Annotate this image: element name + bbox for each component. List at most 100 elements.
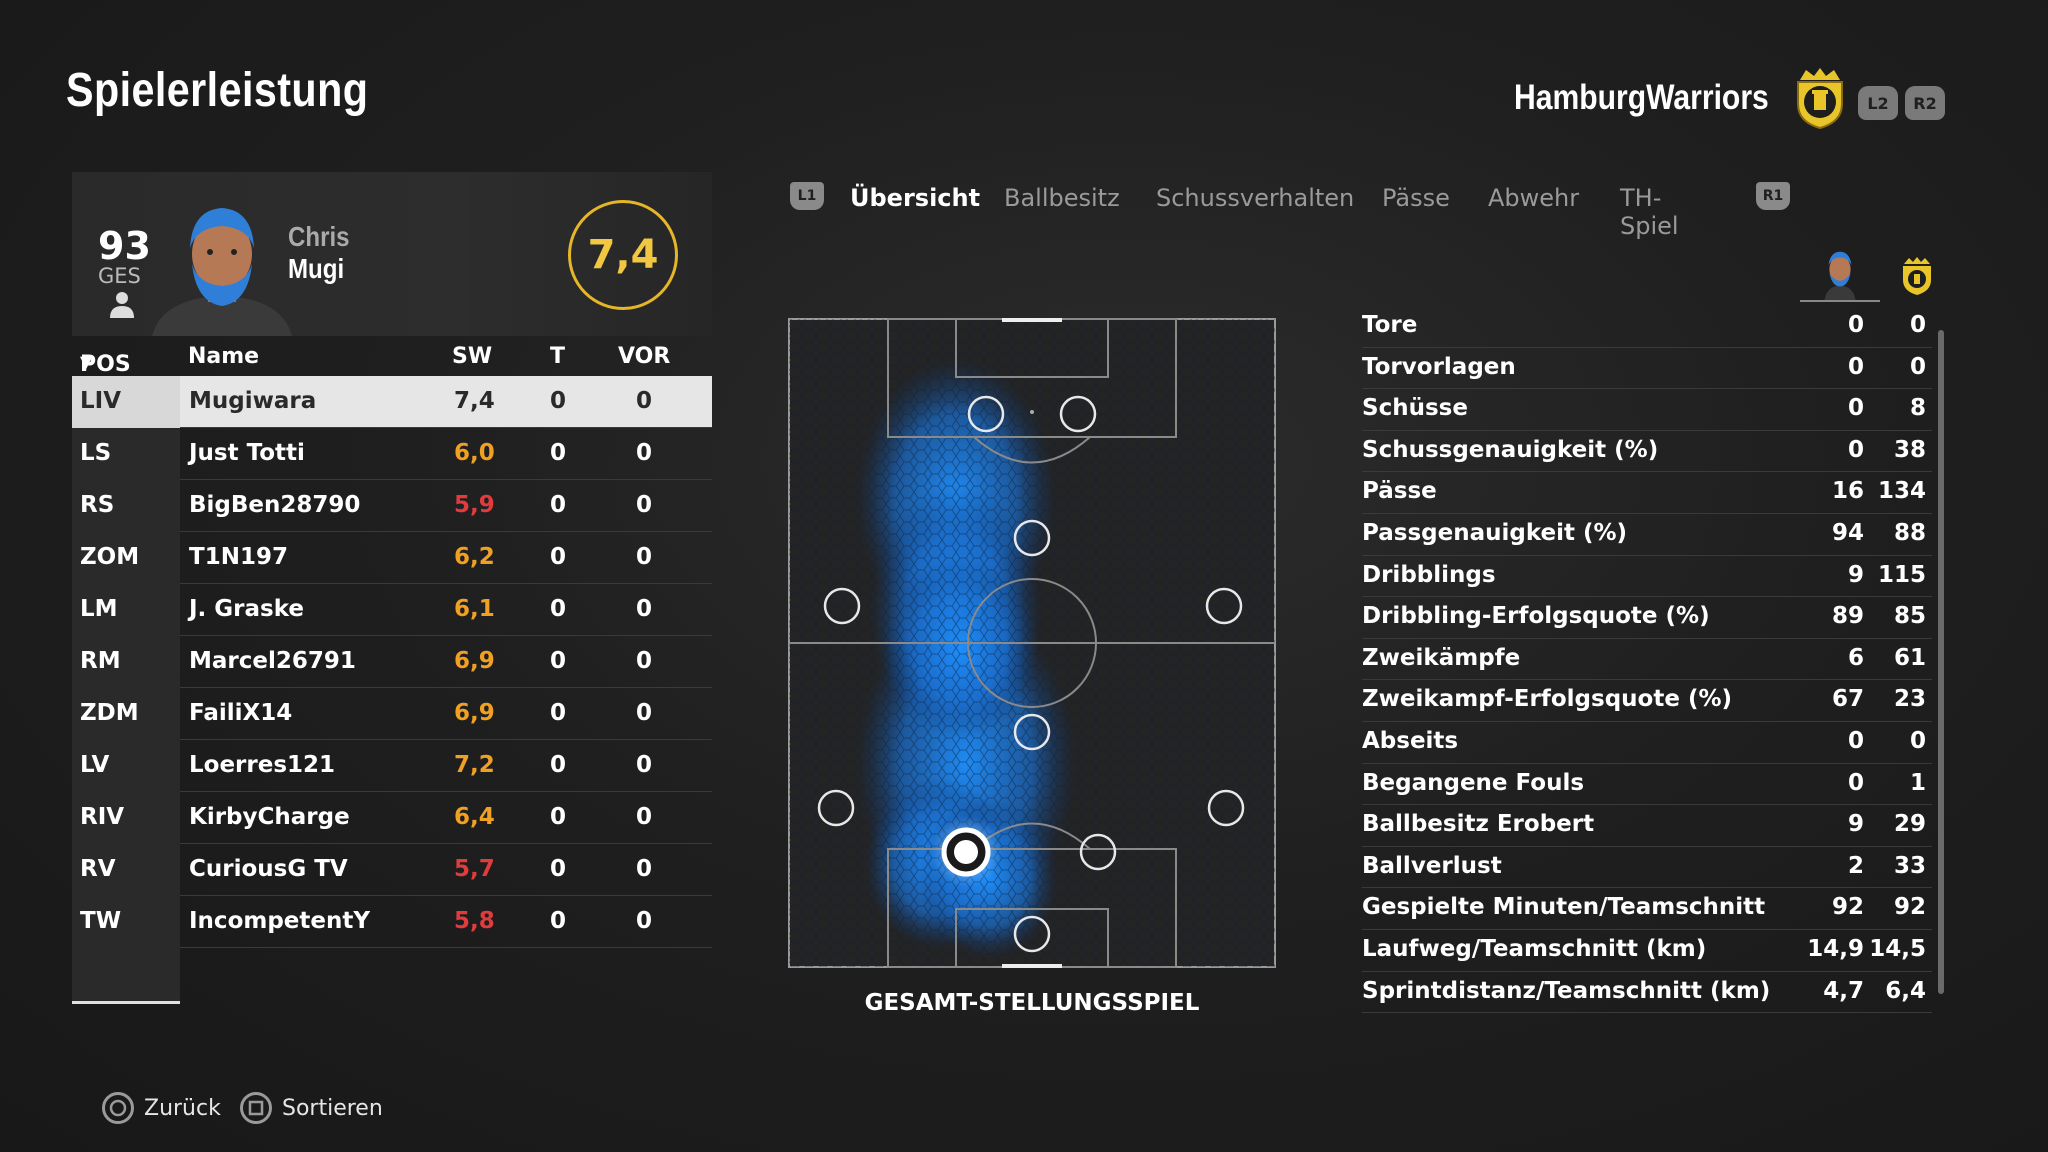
row-player-name: CuriousG TV bbox=[189, 856, 348, 882]
square-button-icon bbox=[240, 1092, 272, 1124]
tab-paesse[interactable]: Pässe bbox=[1382, 184, 1450, 212]
table-row[interactable]: RIV KirbyCharge 6,4 0 0 bbox=[72, 792, 712, 844]
stat-player-value: 0 bbox=[1847, 727, 1864, 754]
stat-row: Passgenauigkeit (%) 94 88 bbox=[1362, 514, 1932, 556]
stat-team-value: 6,4 bbox=[1885, 977, 1926, 1004]
stat-player-value: 67 bbox=[1831, 686, 1864, 713]
page-title: Spielerleistung bbox=[66, 64, 369, 117]
stat-row: Abseits 0 0 bbox=[1362, 722, 1932, 764]
stat-row: Zweikämpfe 6 61 bbox=[1362, 639, 1932, 681]
overall-label: GES bbox=[98, 264, 141, 288]
player-last-name: Mugi bbox=[288, 253, 345, 284]
stat-label: Schussgenauigkeit (%) bbox=[1362, 436, 1659, 463]
stat-player-value: 0 bbox=[1847, 436, 1864, 463]
row-rating: 7,4 bbox=[454, 388, 495, 414]
table-row[interactable]: RM Marcel26791 6,9 0 0 bbox=[72, 636, 712, 688]
tab-uebersicht[interactable]: Übersicht bbox=[850, 184, 981, 212]
l1-button-icon[interactable]: L1 bbox=[790, 182, 824, 210]
stat-team-value: 134 bbox=[1877, 478, 1926, 505]
table-row[interactable]: ZOM T1N197 6,2 0 0 bbox=[72, 532, 712, 584]
table-scroll-end bbox=[72, 948, 180, 1004]
stat-row: Ballbesitz Erobert 9 29 bbox=[1362, 805, 1932, 847]
stat-team-value: 92 bbox=[1893, 894, 1926, 921]
r1-button-icon[interactable]: R1 bbox=[1756, 182, 1790, 210]
row-position: RV bbox=[72, 844, 180, 896]
player-avatar bbox=[152, 208, 292, 336]
table-row[interactable]: TW IncompetentY 5,8 0 0 bbox=[72, 896, 712, 948]
stat-player-value: 0 bbox=[1847, 312, 1864, 338]
tab-schussverhalten[interactable]: Schussverhalten bbox=[1156, 184, 1355, 212]
stat-player-value: 16 bbox=[1831, 478, 1864, 505]
stat-label: Sprintdistanz/Teamschnitt (km) bbox=[1362, 977, 1771, 1004]
back-button[interactable]: Zurück bbox=[102, 1092, 221, 1124]
row-assists: 0 bbox=[636, 856, 653, 882]
row-rating: 7,2 bbox=[454, 752, 495, 778]
row-position: ZDM bbox=[72, 688, 180, 740]
col-name[interactable]: Name bbox=[188, 344, 260, 369]
stat-player-value: 6 bbox=[1847, 644, 1864, 671]
stat-team-value: 85 bbox=[1893, 603, 1926, 630]
sort-button[interactable]: Sortieren bbox=[240, 1092, 383, 1124]
stat-player-value: 9 bbox=[1847, 561, 1864, 588]
row-position: RS bbox=[72, 480, 180, 532]
table-row[interactable]: RS BigBen28790 5,9 0 0 bbox=[72, 480, 712, 532]
stat-team-value: 38 bbox=[1893, 436, 1926, 463]
stat-player-value: 4,7 bbox=[1823, 977, 1864, 1004]
row-goals: 0 bbox=[550, 544, 567, 570]
table-row[interactable]: LV Loerres121 7,2 0 0 bbox=[72, 740, 712, 792]
stat-row: Pässe 16 134 bbox=[1362, 472, 1932, 514]
table-row[interactable]: LIV Mugiwara 7,4 0 0 bbox=[72, 376, 712, 428]
stat-player-value: 0 bbox=[1847, 395, 1864, 422]
col-vor[interactable]: VOR bbox=[618, 344, 671, 369]
row-goals: 0 bbox=[550, 804, 567, 830]
row-assists: 0 bbox=[636, 700, 653, 726]
stat-label: Ballbesitz Erobert bbox=[1362, 811, 1595, 838]
row-position: RIV bbox=[72, 792, 180, 844]
row-goals: 0 bbox=[550, 440, 567, 466]
row-player-name: Just Totti bbox=[189, 440, 305, 466]
col-sw[interactable]: SW bbox=[452, 344, 493, 369]
r2-button-icon[interactable]: R2 bbox=[1905, 86, 1945, 120]
row-goals: 0 bbox=[550, 648, 567, 674]
stat-label: Passgenauigkeit (%) bbox=[1362, 519, 1628, 546]
stats-scrollbar[interactable] bbox=[1938, 330, 1944, 994]
row-assists: 0 bbox=[636, 492, 653, 518]
row-assists: 0 bbox=[636, 388, 653, 414]
row-player-name: T1N197 bbox=[189, 544, 288, 570]
stat-player-value: 9 bbox=[1847, 811, 1864, 838]
row-position: LV bbox=[72, 740, 180, 792]
col-t[interactable]: T bbox=[550, 344, 566, 369]
stat-player-value: 2 bbox=[1847, 852, 1864, 879]
row-goals: 0 bbox=[550, 388, 567, 414]
tab-ballbesitz[interactable]: Ballbesitz bbox=[1004, 184, 1120, 212]
row-assists: 0 bbox=[636, 804, 653, 830]
roster-table: LIV Mugiwara 7,4 0 0 LS Just Totti 6,0 0 0 RS BigBe… bbox=[72, 376, 712, 948]
tab-th-spiel[interactable]: TH-Spiel bbox=[1620, 184, 1679, 240]
stat-row: Dribblings 9 115 bbox=[1362, 556, 1932, 598]
stat-team-value: 0 bbox=[1909, 727, 1926, 754]
tab-abwehr[interactable]: Abwehr bbox=[1488, 184, 1580, 212]
stat-row: Laufweg/Teamschnitt (km) 14,9 14,5 bbox=[1362, 930, 1932, 972]
stat-team-value: 23 bbox=[1893, 686, 1926, 713]
stat-label: Zweikämpfe bbox=[1362, 644, 1521, 671]
stat-row: Torvorlagen 0 0 bbox=[1362, 348, 1932, 390]
stat-label: Schüsse bbox=[1362, 395, 1468, 422]
stats-list: Tore 0 0 Torvorlagen 0 0 Schüsse 0 8 Schussgenaui… bbox=[1362, 306, 1932, 1014]
table-row[interactable]: ZDM FailiX14 6,9 0 0 bbox=[72, 688, 712, 740]
row-goals: 0 bbox=[550, 856, 567, 882]
stat-team-value: 115 bbox=[1877, 561, 1926, 588]
table-row[interactable]: LS Just Totti 6,0 0 0 bbox=[72, 428, 712, 480]
stat-row: Dribbling-Erfolgsquote (%) 89 85 bbox=[1362, 597, 1932, 639]
stat-row: Schüsse 0 8 bbox=[1362, 389, 1932, 431]
row-player-name: J. Graske bbox=[189, 596, 305, 622]
person-icon bbox=[110, 292, 134, 318]
table-row[interactable]: RV CuriousG TV 5,7 0 0 bbox=[72, 844, 712, 896]
player-card: 93 GES Chris Mugi 7,4 bbox=[72, 172, 712, 336]
table-row[interactable]: LM J. Graske 6,1 0 0 bbox=[72, 584, 712, 636]
row-player-name: KirbyCharge bbox=[189, 804, 350, 830]
l2-button-icon[interactable]: L2 bbox=[1858, 86, 1898, 120]
teammate-markers bbox=[817, 395, 1245, 953]
row-assists: 0 bbox=[636, 908, 653, 934]
stat-label: Gespielte Minuten/Teamschnitt bbox=[1362, 894, 1766, 921]
stat-team-value: 1 bbox=[1909, 769, 1926, 796]
